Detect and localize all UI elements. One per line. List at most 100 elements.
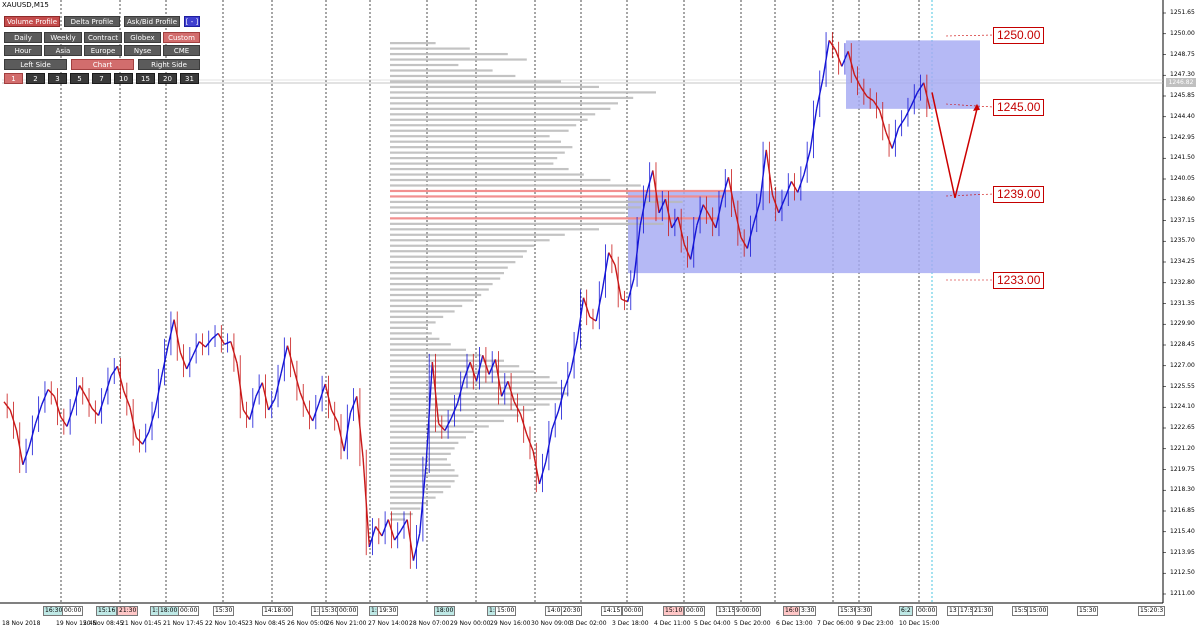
volume-profile-row (390, 502, 428, 505)
time-tick-label: 4 Dec 11:00 (654, 620, 691, 627)
price-tick-label: 1228.45 (1170, 341, 1195, 348)
volume-profile-row (390, 408, 535, 412)
volume-profile-row (390, 365, 520, 368)
price-tick-label: 1238.60 (1170, 195, 1195, 203)
weekly-button[interactable]: Weekly (44, 32, 82, 43)
volume-profile-row (390, 244, 535, 247)
price-tick-label: 1224.10 (1170, 403, 1195, 411)
hour-button[interactable]: Hour (4, 45, 42, 56)
volume-profile-row (390, 376, 550, 379)
volume-profile-row (390, 107, 611, 110)
daily-button[interactable]: Daily (4, 32, 42, 43)
symbol-label: XAUUSD,M15 (2, 1, 49, 9)
volume-profile-row (390, 403, 550, 406)
volume-profile-button[interactable]: Volume Profile (4, 16, 60, 27)
globex-button[interactable]: Globex (124, 32, 161, 43)
period-5-button[interactable]: 5 (70, 73, 89, 84)
price-tick-label: 1251.65 (1170, 9, 1195, 16)
custom-button[interactable]: Custom (163, 32, 200, 43)
time-tick-label: 26 Nov 05:00 (287, 620, 328, 627)
volume-profile-row (390, 507, 421, 510)
volume-profile-row (390, 310, 455, 313)
price-tick-label: 1245.85 (1170, 92, 1195, 99)
volume-profile-row (390, 332, 432, 335)
volume-profile-row (390, 233, 565, 236)
time-tick-label: 27 Nov 14:00 (368, 620, 409, 627)
period-20-button[interactable]: 20 (158, 73, 177, 84)
contract-button[interactable]: Contract (84, 32, 122, 43)
volume-profile-row (390, 496, 436, 499)
right-side-button[interactable]: Right Side (138, 59, 200, 70)
volume-profile-row (390, 277, 501, 280)
volume-profile-row (390, 222, 664, 225)
period-10-button[interactable]: 10 (114, 73, 133, 84)
session-badge: 15:00 (1027, 606, 1049, 616)
left-side-button[interactable]: Left Side (4, 59, 67, 70)
price-tick-label: 1237.15 (1170, 216, 1195, 224)
volume-profile-row (390, 140, 561, 143)
time-tick-label: 21 Nov 01:45 (121, 620, 162, 627)
time-tick-label: 19 Nov 15:45 (56, 620, 97, 627)
volume-profile-row (390, 47, 470, 50)
session-badge: 21:30 (117, 606, 139, 616)
volume-profile-row (390, 321, 436, 324)
period-15-button[interactable]: 15 (136, 73, 155, 84)
price-zone (628, 190, 980, 274)
volume-profile-row (390, 250, 527, 253)
time-tick-label: 6 Dec 13:00 (776, 620, 813, 627)
volume-profile-row (390, 397, 561, 401)
volume-profile-row (390, 288, 489, 291)
volume-profile-poc-row (390, 217, 717, 220)
session-badge: 3:30 (855, 606, 873, 616)
period-1-button[interactable]: 1 (4, 73, 23, 84)
period-31-button[interactable]: 31 (180, 73, 199, 84)
volume-profile-row (390, 200, 683, 204)
volume-profile-row (390, 392, 569, 395)
volume-profile-row (390, 211, 626, 214)
volume-profile-row (390, 458, 447, 461)
period-3-button[interactable]: 3 (48, 73, 67, 84)
price-tick-label: 1225.55 (1170, 382, 1195, 390)
volume-profile-row (390, 518, 406, 521)
volume-profile-row (390, 42, 436, 45)
level-1250-label[interactable]: 1250.00 (993, 27, 1045, 44)
volume-profile-poc-row (390, 189, 732, 193)
price-tick-label: 1221.20 (1170, 444, 1195, 452)
time-tick-label: 21 Nov 17:45 (163, 620, 204, 627)
session-badge: 00:00 (178, 606, 200, 616)
period-2-button[interactable]: 2 (26, 73, 45, 84)
volume-profile-row (390, 370, 535, 373)
time-tick-label: 23 Nov 08:45 (245, 620, 286, 627)
volume-profile-row (390, 58, 527, 61)
volume-profile-row (390, 63, 459, 67)
level-1233-label[interactable]: 1233.00 (993, 272, 1045, 289)
cme-button[interactable]: CME (163, 45, 200, 56)
volume-profile-row (390, 337, 440, 340)
volume-profile-row (390, 102, 618, 105)
volume-profile-row (390, 124, 577, 127)
price-tick-label: 1216.85 (1170, 507, 1195, 514)
delta-profile-button[interactable]: Delta Profile (64, 16, 120, 27)
collapse-panel-button[interactable]: [ - ] (184, 16, 200, 27)
level-1239-label[interactable]: 1239.00 (993, 186, 1045, 203)
europe-button[interactable]: Europe (84, 45, 122, 56)
price-tick-label: 1218.30 (1170, 486, 1195, 494)
ask-bid-profile-button[interactable]: Ask/Bid Profile (124, 16, 180, 27)
period-7-button[interactable]: 7 (92, 73, 111, 84)
nyse-button[interactable]: Nyse (124, 45, 161, 56)
asia-button[interactable]: Asia (44, 45, 82, 56)
volume-profile-row (390, 343, 451, 346)
price-tick-label: 1222.65 (1170, 424, 1195, 431)
volume-profile-row (390, 474, 459, 477)
price-tick-label: 1240.05 (1170, 175, 1195, 182)
time-tick-label: 20 Nov 08:45 (83, 620, 124, 627)
volume-profile-row (390, 146, 573, 149)
session-badge: 6:2 (899, 606, 913, 616)
time-tick-label: 30 Nov 09:00 (531, 620, 572, 627)
chart-side-button[interactable]: Chart (71, 59, 134, 70)
price-tick-label: 1234.25 (1170, 258, 1195, 265)
price-zone (846, 40, 980, 109)
level-1245-label[interactable]: 1245.00 (993, 99, 1045, 116)
volume-profile-row (390, 315, 444, 319)
